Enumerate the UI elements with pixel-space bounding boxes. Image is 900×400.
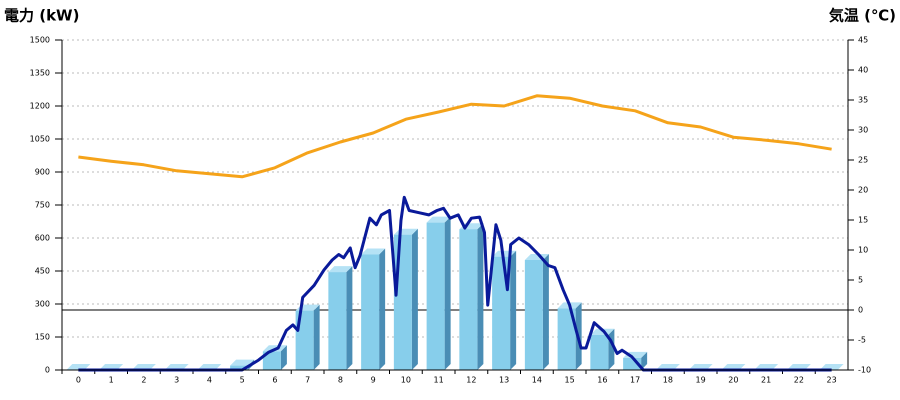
y2-tick-label: -10 (858, 366, 871, 375)
y2-tick-label: -5 (858, 336, 866, 345)
x-tick-label: 5 (240, 376, 245, 385)
bar-side (280, 345, 287, 370)
bar (262, 351, 281, 370)
x-tick-label: 16 (597, 376, 607, 385)
y2-axis-title: 気温 (℃) (829, 7, 896, 25)
y-tick-label: 600 (35, 234, 50, 243)
y2-tick-label: 15 (858, 216, 868, 225)
y-tick-label: 150 (35, 333, 50, 342)
x-tick-label: 19 (696, 376, 706, 385)
bar (524, 260, 543, 370)
x-tick-label: 13 (499, 376, 509, 385)
x-tick-label: 8 (338, 376, 343, 385)
line (78, 94, 832, 179)
bar-side (379, 248, 386, 370)
bar-side (477, 223, 484, 370)
x-tick-label: 18 (663, 376, 673, 385)
bar-top (230, 359, 255, 366)
bar-top (426, 216, 451, 223)
y2-tick-label: 20 (858, 186, 868, 195)
bar (557, 308, 576, 370)
bar-top (361, 248, 386, 255)
y-tick-label: 450 (35, 267, 50, 276)
x-tick-label: 6 (272, 376, 277, 385)
bar-side (346, 266, 353, 370)
bar-side (411, 228, 418, 370)
y2-tick-label: 10 (858, 246, 868, 255)
y-tick-label: 0 (45, 366, 50, 375)
y2-tick-label: 35 (858, 96, 868, 105)
x-tick-label: 0 (76, 376, 81, 385)
y-tick-label: 1500 (30, 36, 50, 45)
x-tick-label: 9 (371, 376, 376, 385)
line (78, 195, 832, 372)
y2-tick-label: 40 (858, 66, 868, 75)
bar (361, 254, 380, 370)
y-tick-label: 1050 (30, 135, 50, 144)
bar (426, 222, 445, 370)
x-tick-label: 1 (109, 376, 114, 385)
bar-side (542, 254, 549, 370)
y2-tick-label: 25 (858, 156, 868, 165)
x-tick-label: 10 (401, 376, 411, 385)
bar-side (510, 250, 517, 370)
y2-tick-label: 30 (858, 126, 868, 135)
bar (459, 229, 478, 370)
bar-side (313, 304, 320, 370)
x-tick-label: 20 (728, 376, 738, 385)
x-tick-label: 15 (565, 376, 575, 385)
y-tick-label: 300 (35, 300, 50, 309)
y-tick-label: 1200 (30, 102, 50, 111)
bar-top (328, 266, 353, 273)
x-tick-label: 2 (141, 376, 146, 385)
bar-side (641, 351, 648, 370)
x-tick-label: 17 (630, 376, 640, 385)
x-tick-label: 12 (466, 376, 476, 385)
bar (393, 234, 412, 370)
y2-tick-label: 0 (858, 306, 863, 315)
bar (590, 334, 609, 370)
bar (328, 272, 347, 370)
y2-tick-label: 5 (858, 276, 863, 285)
x-tick-label: 14 (532, 376, 542, 385)
bar (295, 310, 314, 370)
y2-tick-label: 45 (858, 36, 868, 45)
x-tick-label: 23 (827, 376, 837, 385)
bar (230, 365, 249, 370)
x-tick-label: 21 (761, 376, 771, 385)
y-tick-label: 900 (35, 168, 50, 177)
x-tick-label: 7 (305, 376, 310, 385)
x-tick-label: 11 (434, 376, 444, 385)
x-tick-label: 22 (794, 376, 804, 385)
bar-side (444, 216, 451, 370)
y-tick-label: 750 (35, 201, 50, 210)
x-tick-label: 3 (174, 376, 179, 385)
x-tick-label: 4 (207, 376, 212, 385)
y-tick-label: 1350 (30, 69, 50, 78)
y-axis-title: 電力 (kW) (4, 7, 79, 25)
